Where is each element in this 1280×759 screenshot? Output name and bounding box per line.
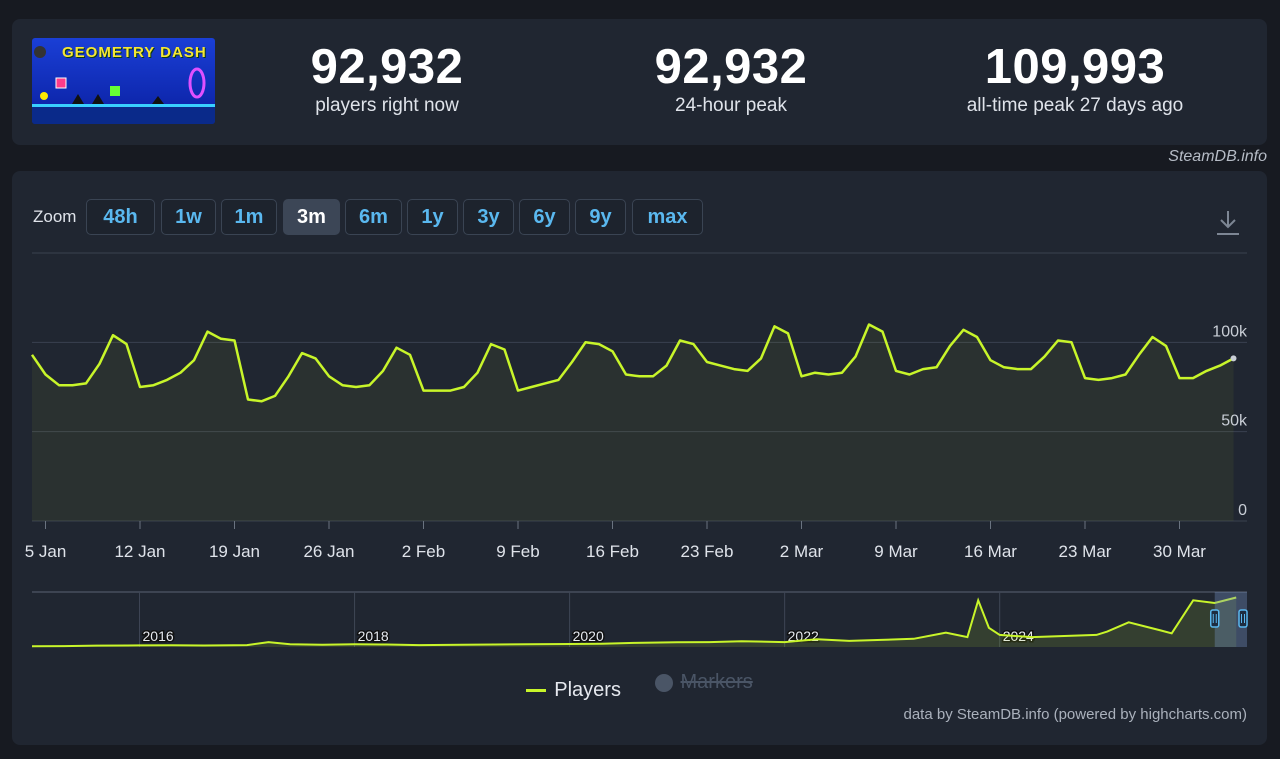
markers-legend-label: Markers (680, 671, 753, 693)
navigator[interactable]: 2016 2018 2020 2022 2024 (31, 591, 1248, 648)
x-tick-label: 23 Feb (681, 542, 734, 561)
current-players-label: players right now (315, 95, 459, 116)
navigator-line (31, 596, 1237, 648)
x-axis-labels: 5 Jan 12 Jan 19 Jan 26 Jan 2 Feb 9 Feb 16 Feb 2… (25, 521, 1206, 561)
zoom-button-9y[interactable]: 9y (575, 199, 626, 235)
player-line (30, 323, 1235, 403)
y-tick-label: 0 (1238, 502, 1247, 519)
zoom-button-6m[interactable]: 6m (345, 199, 402, 235)
stats-panel: GEOMETRY DASH 92,932 players right now 9… (12, 19, 1267, 145)
x-tick-label: 12 Jan (114, 542, 165, 561)
alltime-peak-label: all-time peak 27 days ago (966, 95, 1184, 116)
navigator-year-label: 2016 (143, 628, 174, 644)
zoom-button-1m[interactable]: 1m (221, 199, 277, 235)
players-legend-swatch (526, 688, 547, 692)
navigator-area (32, 597, 1237, 647)
zoom-button-1w[interactable]: 1w (161, 199, 216, 235)
player-series (30, 323, 1237, 403)
y-tick-label: 100k (1212, 323, 1248, 340)
legend-item-markers[interactable]: Markers (654, 671, 753, 694)
zoom-button-3m[interactable]: 3m (283, 199, 340, 235)
legend-item-players[interactable]: Players (526, 679, 621, 702)
player-area (32, 324, 1234, 521)
player-count-chart[interactable]: 0 50k 100k 5 Jan 12 Jan 19 Jan 26 Jan 2 Feb 9 F… (12, 171, 1267, 745)
zoom-button-6y[interactable]: 6y (519, 199, 570, 235)
navigator-year-label: 2020 (573, 628, 604, 644)
x-tick-label: 16 Feb (586, 542, 639, 561)
x-tick-label: 2 Mar (780, 542, 824, 561)
steamdb-credit-link[interactable]: SteamDB.info (1168, 148, 1267, 165)
x-tick-label: 5 Jan (25, 542, 67, 561)
x-tick-label: 30 Mar (1153, 542, 1206, 561)
x-tick-label: 9 Feb (496, 542, 539, 561)
zoom-button-3y[interactable]: 3y (463, 199, 514, 235)
highcharts-credit[interactable]: data by SteamDB.info (powered by highcha… (903, 706, 1248, 723)
chart-legend: Players Markers (12, 671, 1267, 702)
player-area-fill (32, 324, 1234, 521)
download-icon[interactable] (1214, 207, 1242, 237)
zoom-button-max[interactable]: max (632, 199, 703, 235)
chart-panel: Zoom 48h 1w 1m 3m 6m 1y 3y 6y 9y max 0 50… (12, 171, 1267, 745)
markers-legend-swatch (654, 673, 673, 692)
current-players-value: 92,932 (310, 40, 464, 94)
game-thumbnail[interactable]: GEOMETRY DASH (32, 38, 215, 124)
stat-24h-peak: 92,932 24-hour peak (571, 41, 891, 117)
zoom-label: Zoom (33, 207, 77, 226)
x-tick-label: 26 Jan (303, 542, 354, 561)
x-tick-label: 16 Mar (964, 542, 1017, 561)
x-tick-label: 19 Jan (209, 542, 260, 561)
game-thumbnail-art (32, 38, 215, 124)
navigator-handle-right[interactable] (1238, 609, 1248, 628)
stat-current-players: 92,932 players right now (227, 41, 547, 117)
zoom-button-48h[interactable]: 48h (86, 199, 155, 235)
x-tick-label: 9 Mar (874, 542, 918, 561)
navigator-year-label: 2018 (358, 628, 389, 644)
y-tick-label: 50k (1221, 413, 1248, 430)
navigator-handle-left[interactable] (1209, 609, 1220, 628)
peak-24h-value: 92,932 (654, 40, 808, 94)
stat-alltime-peak: 109,993 all-time peak 27 days ago (915, 41, 1235, 117)
players-legend-label: Players (554, 678, 621, 701)
y-axis-labels: 0 50k 100k (1212, 323, 1248, 519)
game-logo-text: GEOMETRY DASH (62, 44, 207, 61)
alltime-peak-value: 109,993 (984, 40, 1166, 94)
peak-24h-label: 24-hour peak (675, 95, 787, 116)
last-point-marker (1230, 355, 1237, 362)
zoom-button-1y[interactable]: 1y (407, 199, 458, 235)
x-tick-label: 23 Mar (1059, 542, 1112, 561)
x-tick-label: 2 Feb (402, 542, 445, 561)
